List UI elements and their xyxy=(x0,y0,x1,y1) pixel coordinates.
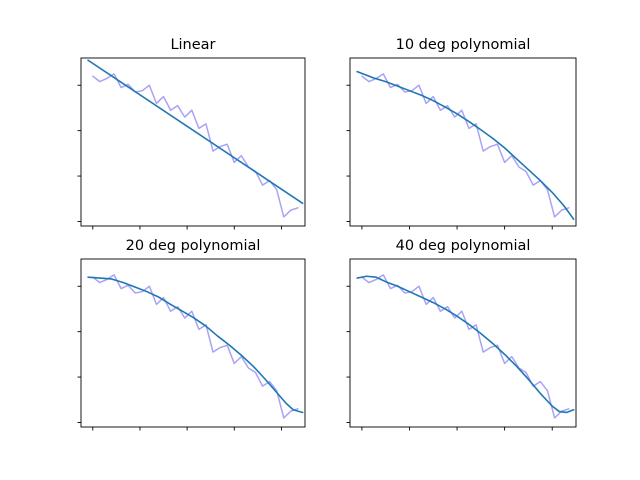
subplot-4: 40 deg polynomial xyxy=(346,238,577,431)
subplot-1: Linear xyxy=(77,37,306,230)
data-line xyxy=(92,73,299,218)
subplot-title: 20 deg polynomial xyxy=(126,238,261,254)
subplot-3: 20 deg polynomial xyxy=(77,238,306,431)
axes-frame xyxy=(80,57,306,227)
subplot-title: 40 deg polynomial xyxy=(396,238,531,254)
axes-frame xyxy=(349,57,577,227)
axes-frame xyxy=(80,258,306,428)
fit-line xyxy=(356,70,575,220)
subplot-title: 10 deg polynomial xyxy=(396,37,531,53)
subplot-title: Linear xyxy=(170,37,215,53)
fit-line xyxy=(87,59,304,205)
subplot-2: 10 deg polynomial xyxy=(346,37,577,230)
data-line xyxy=(92,274,299,419)
fit-line xyxy=(356,275,575,414)
fit-line xyxy=(87,276,304,414)
axes-frame xyxy=(349,258,577,428)
